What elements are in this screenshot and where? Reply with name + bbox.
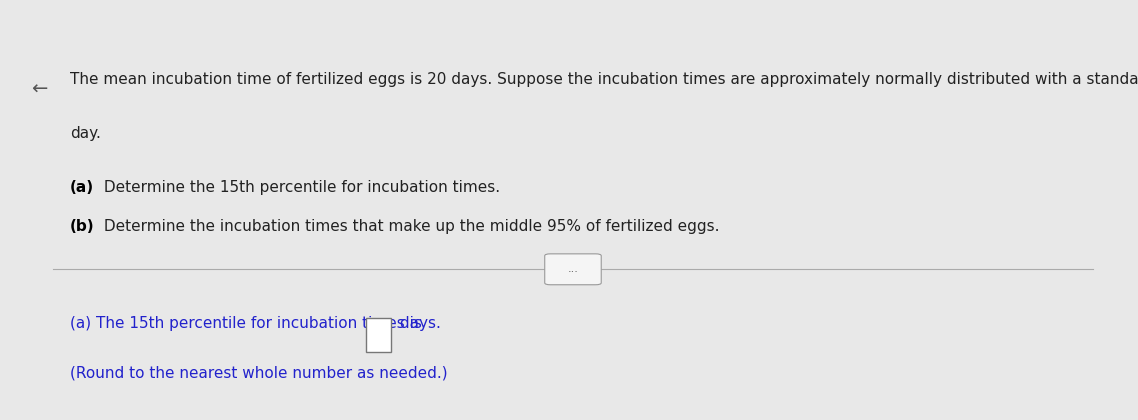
Text: day.: day. <box>71 126 101 142</box>
Text: ←: ← <box>31 80 47 99</box>
Text: (Round to the nearest whole number as needed.): (Round to the nearest whole number as ne… <box>71 366 447 381</box>
Text: (b): (b) <box>71 219 94 234</box>
Text: Determine the incubation times that make up the middle 95% of fertilized eggs.: Determine the incubation times that make… <box>99 219 720 234</box>
Text: (a) The 15th percentile for incubation times is: (a) The 15th percentile for incubation t… <box>71 316 427 331</box>
Text: days.: days. <box>395 316 442 331</box>
Text: Determine the 15th percentile for incubation times.: Determine the 15th percentile for incuba… <box>99 181 501 195</box>
FancyBboxPatch shape <box>545 254 601 285</box>
FancyBboxPatch shape <box>365 318 390 352</box>
Text: ...: ... <box>568 264 578 274</box>
Text: (a): (a) <box>71 181 94 195</box>
Text: The mean incubation time of fertilized eggs is 20 days. Suppose the incubation t: The mean incubation time of fertilized e… <box>71 72 1138 87</box>
